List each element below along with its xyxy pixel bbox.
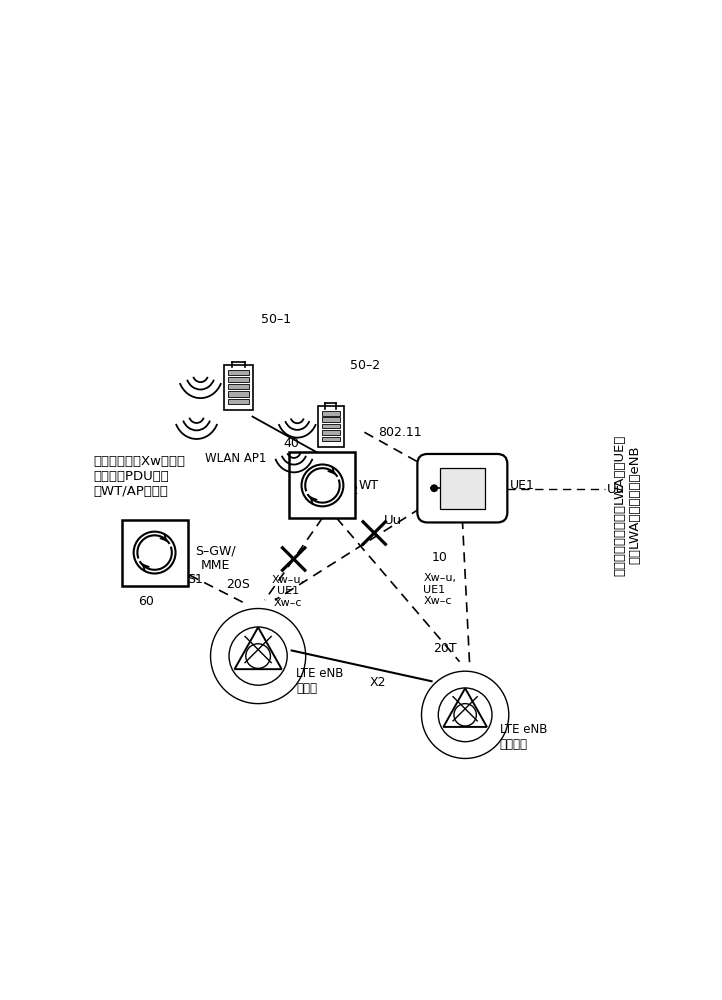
Text: Uu: Uu	[384, 514, 402, 527]
FancyBboxPatch shape	[321, 411, 340, 416]
FancyBboxPatch shape	[321, 437, 340, 441]
FancyBboxPatch shape	[440, 468, 484, 509]
FancyBboxPatch shape	[228, 370, 248, 375]
Circle shape	[431, 485, 438, 491]
FancyBboxPatch shape	[321, 417, 340, 422]
FancyBboxPatch shape	[121, 520, 188, 586]
Text: 20S: 20S	[226, 578, 250, 591]
Text: Xw–u,
UE1
Xw–c: Xw–u, UE1 Xw–c	[423, 573, 456, 606]
Circle shape	[454, 704, 477, 726]
FancyBboxPatch shape	[228, 399, 248, 404]
Text: 802.11: 802.11	[378, 426, 422, 439]
FancyBboxPatch shape	[417, 454, 508, 522]
FancyBboxPatch shape	[228, 391, 248, 397]
Text: LTE eNB
源小区: LTE eNB 源小区	[296, 667, 344, 695]
Text: Uu: Uu	[607, 483, 625, 496]
FancyBboxPatch shape	[318, 406, 344, 447]
FancyBboxPatch shape	[228, 377, 248, 382]
Text: 40: 40	[283, 437, 299, 450]
FancyBboxPatch shape	[224, 365, 253, 410]
Circle shape	[245, 644, 271, 668]
Text: WLAN AP2: WLAN AP2	[297, 484, 359, 497]
Text: 在释放到源的Xw之后，
来自源的PDU可以
在WT/AP处缓冲: 在释放到源的Xw之后， 来自源的PDU可以 在WT/AP处缓冲	[93, 455, 185, 498]
Text: LTE eNB
目标小区: LTE eNB 目标小区	[500, 723, 547, 751]
Text: UE1: UE1	[510, 479, 535, 492]
Text: S–GW/
MME: S–GW/ MME	[195, 544, 235, 572]
Text: Xw–u,
UE1
Xw–c: Xw–u, UE1 Xw–c	[271, 575, 305, 608]
FancyBboxPatch shape	[321, 424, 340, 428]
Text: WT: WT	[359, 479, 379, 492]
FancyBboxPatch shape	[228, 384, 248, 389]
Text: X2: X2	[370, 676, 386, 689]
Text: S1: S1	[187, 573, 203, 586]
Text: 在切换时用来自源的LWA配置UE，
并且LWA被维持到目标eNB: 在切换时用来自源的LWA配置UE， 并且LWA被维持到目标eNB	[614, 434, 641, 576]
FancyBboxPatch shape	[290, 452, 355, 518]
Text: 50–1: 50–1	[261, 313, 291, 326]
Text: 60: 60	[138, 595, 154, 608]
Text: 50–2: 50–2	[350, 359, 380, 372]
FancyBboxPatch shape	[321, 430, 340, 435]
Text: WLAN AP1: WLAN AP1	[205, 452, 266, 465]
Text: 20T: 20T	[433, 642, 457, 655]
Text: 10: 10	[432, 551, 448, 564]
